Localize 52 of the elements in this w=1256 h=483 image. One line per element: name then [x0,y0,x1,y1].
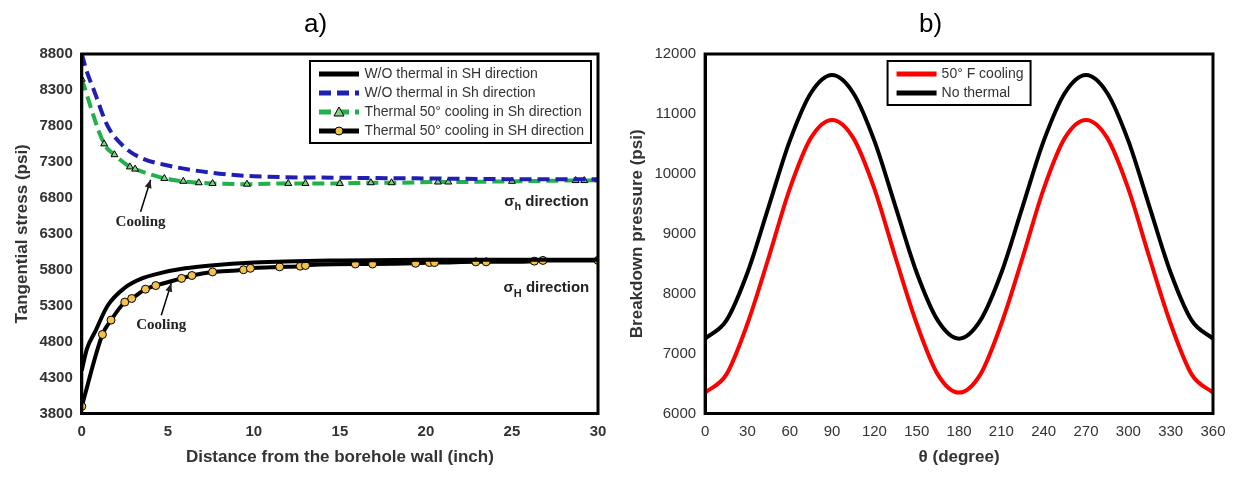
y-axis-title: Breakdown pressure (psi) [626,129,646,339]
annotation: Cooling [115,212,167,229]
x-tick-label: 240 [1031,421,1057,439]
y-tick-label: 8000 [662,283,697,301]
y-tick-label: 5300 [39,295,73,313]
legend-label: Thermal 50° cooling in Sh direction [364,102,582,121]
y-tick-label: 5800 [39,259,73,277]
y-axis-title: Tangential stress (psi) [11,144,31,324]
x-tick-label: 150 [904,421,930,439]
x-tick-label: 5 [163,421,172,439]
x-axis-title: θ (degree) [918,447,1000,467]
legend-label: Thermal 50° cooling in SH direction [364,121,584,140]
x-tick-label: 120 [861,421,887,439]
y-tick-label: 10000 [654,164,697,182]
y-tick-label: 8800 [39,44,73,62]
y-tick-label: 4300 [39,367,73,385]
x-tick-label: 270 [1073,421,1099,439]
legend-label: W/O thermal in Sh direction [364,83,536,102]
x-tick-label: 360 [1200,421,1226,439]
y-tick-label: 9000 [662,223,697,241]
legend-label: No thermal [941,83,1011,102]
x-tick-label: 60 [781,421,799,439]
x-tick-label: 30 [589,421,607,439]
y-tick-label: 7300 [39,152,73,170]
y-tick-label: 3800 [39,403,73,421]
legend-label: W/O thermal in SH direction [364,64,538,83]
y-tick-label: 6800 [39,187,73,205]
x-tick-label: 30 [739,421,756,439]
chart-title: a) [302,8,329,40]
x-tick-label: 20 [417,421,435,439]
y-tick-label: 6000 [662,403,697,421]
x-tick-label: 300 [1115,421,1141,439]
x-tick-label: 180 [946,421,972,439]
x-axis-title: Distance from the borehole wall (inch) [185,447,494,467]
y-tick-label: 8300 [39,80,73,98]
y-tick-label: 7000 [662,343,697,361]
y-tick-label: 6300 [39,223,73,241]
x-tick-label: 90 [823,421,841,439]
x-tick-label: 15 [331,421,349,439]
x-tick-label: 330 [1158,421,1184,439]
y-tick-label: 4800 [39,331,73,349]
chart-title: b) [917,8,944,40]
y-tick-label: 7800 [39,116,73,134]
y-tick-label: 12000 [654,44,697,62]
x-tick-label: 25 [503,421,521,439]
legend-label: 50° F cooling [941,64,1024,83]
x-tick-label: 10 [245,421,263,439]
x-tick-label: 210 [988,421,1014,439]
y-tick-label: 11000 [655,104,697,122]
x-tick-label: 0 [700,421,710,439]
annotation: Cooling [136,316,187,333]
x-tick-label: 0 [77,421,86,439]
